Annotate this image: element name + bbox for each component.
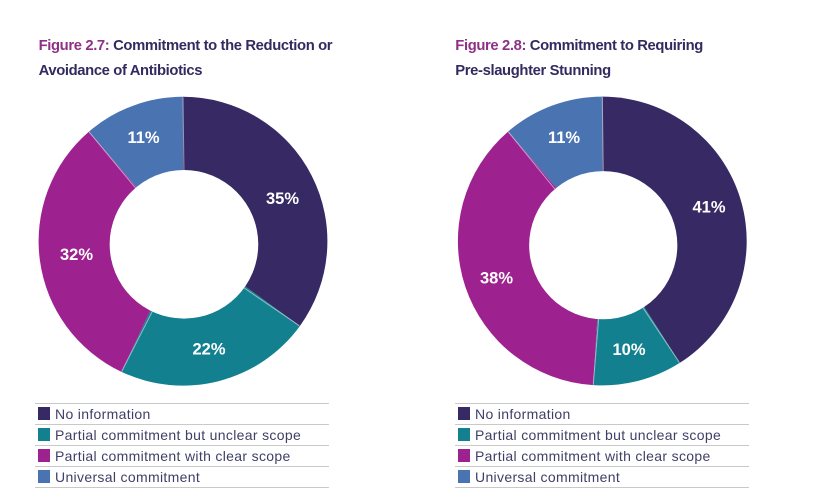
svg-text:35%: 35% — [266, 190, 299, 208]
svg-text:32%: 32% — [60, 246, 93, 264]
svg-text:38%: 38% — [480, 270, 513, 288]
svg-text:22%: 22% — [192, 341, 225, 359]
svg-text:11%: 11% — [548, 129, 580, 147]
svg-text:10%: 10% — [612, 341, 645, 359]
svg-text:11%: 11% — [127, 129, 159, 147]
svg-text:41%: 41% — [692, 199, 725, 217]
